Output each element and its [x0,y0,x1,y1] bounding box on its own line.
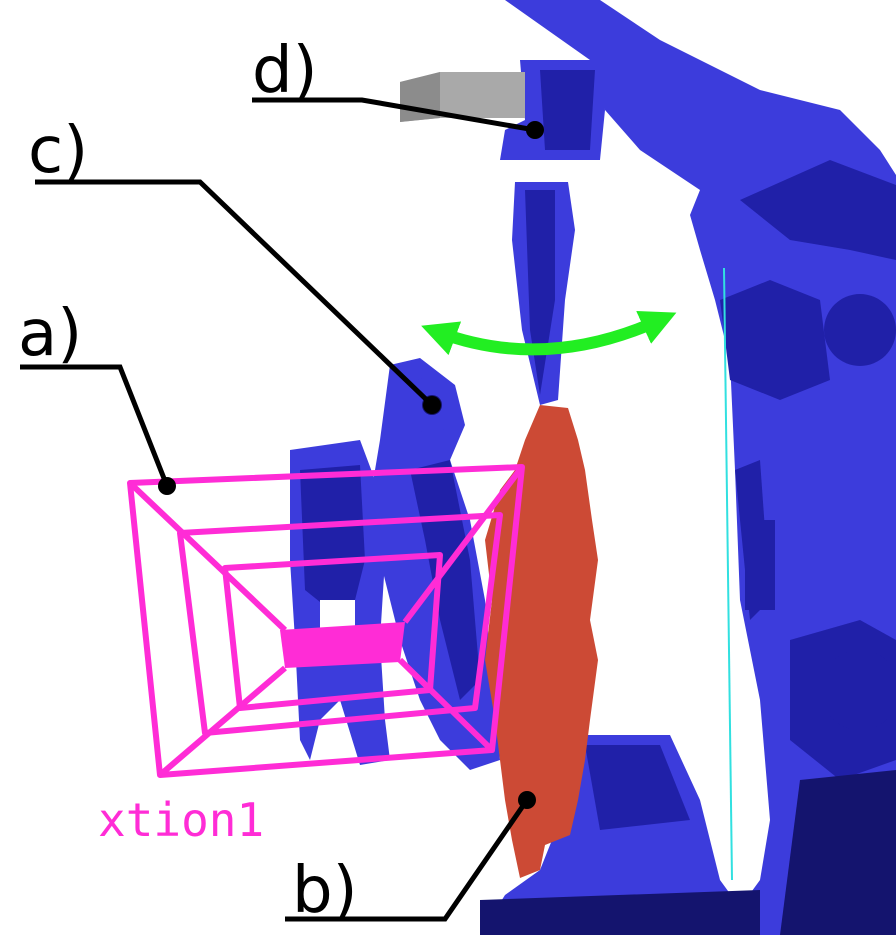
right-robot-arm [505,0,896,935]
label-c: c) [28,114,88,188]
leader-line-a [20,364,170,487]
camera-frustum-icon [127,464,525,778]
leader-lines [20,97,536,922]
left-robot-holder [290,358,500,770]
label-b: b) [292,854,358,928]
top-robot-wrist [500,60,605,160]
leader-line-b [285,798,530,922]
axis-line [723,267,733,881]
leader-line-d [252,97,536,133]
gripper-tool [400,72,525,122]
end-effector-probe [512,182,575,405]
curved-double-arrow-icon [421,311,677,356]
leader-dot-c [423,396,441,414]
bottom-robot-base [480,735,760,935]
leader-dot-b [518,791,536,809]
label-d: d) [252,34,318,108]
leader-dot-d [526,121,544,139]
camera-label: xtion1 [98,793,264,847]
leader-line-c [35,179,434,407]
label-a: a) [18,297,82,371]
leader-dots [158,121,544,809]
leader-dot-a [158,477,176,495]
